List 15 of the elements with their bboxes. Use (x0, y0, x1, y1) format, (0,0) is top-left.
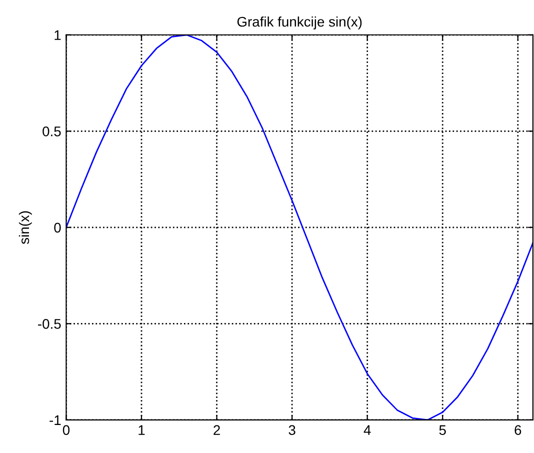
x-tick-label: 1 (138, 425, 145, 435)
x-tick-label: 6 (514, 425, 522, 435)
x-tick-label: 3 (288, 425, 296, 435)
y-tick-label: 0 (54, 222, 61, 233)
x-tick-label: 5 (439, 425, 446, 435)
y-axis-title: sin(x) (18, 211, 32, 244)
x-tick-label: 2 (214, 425, 220, 435)
y-tick-label: 1 (54, 30, 61, 40)
y-tick-label: -1 (50, 415, 61, 425)
y-tick-label: -0.5 (38, 319, 61, 329)
line-series (66, 34, 533, 420)
y-tick-label: 0.5 (42, 126, 61, 136)
x-tick-label: 0 (62, 425, 70, 435)
x-tick-label: 4 (364, 425, 371, 435)
chart-title: Grafik funkcije sin(x) (237, 16, 362, 30)
